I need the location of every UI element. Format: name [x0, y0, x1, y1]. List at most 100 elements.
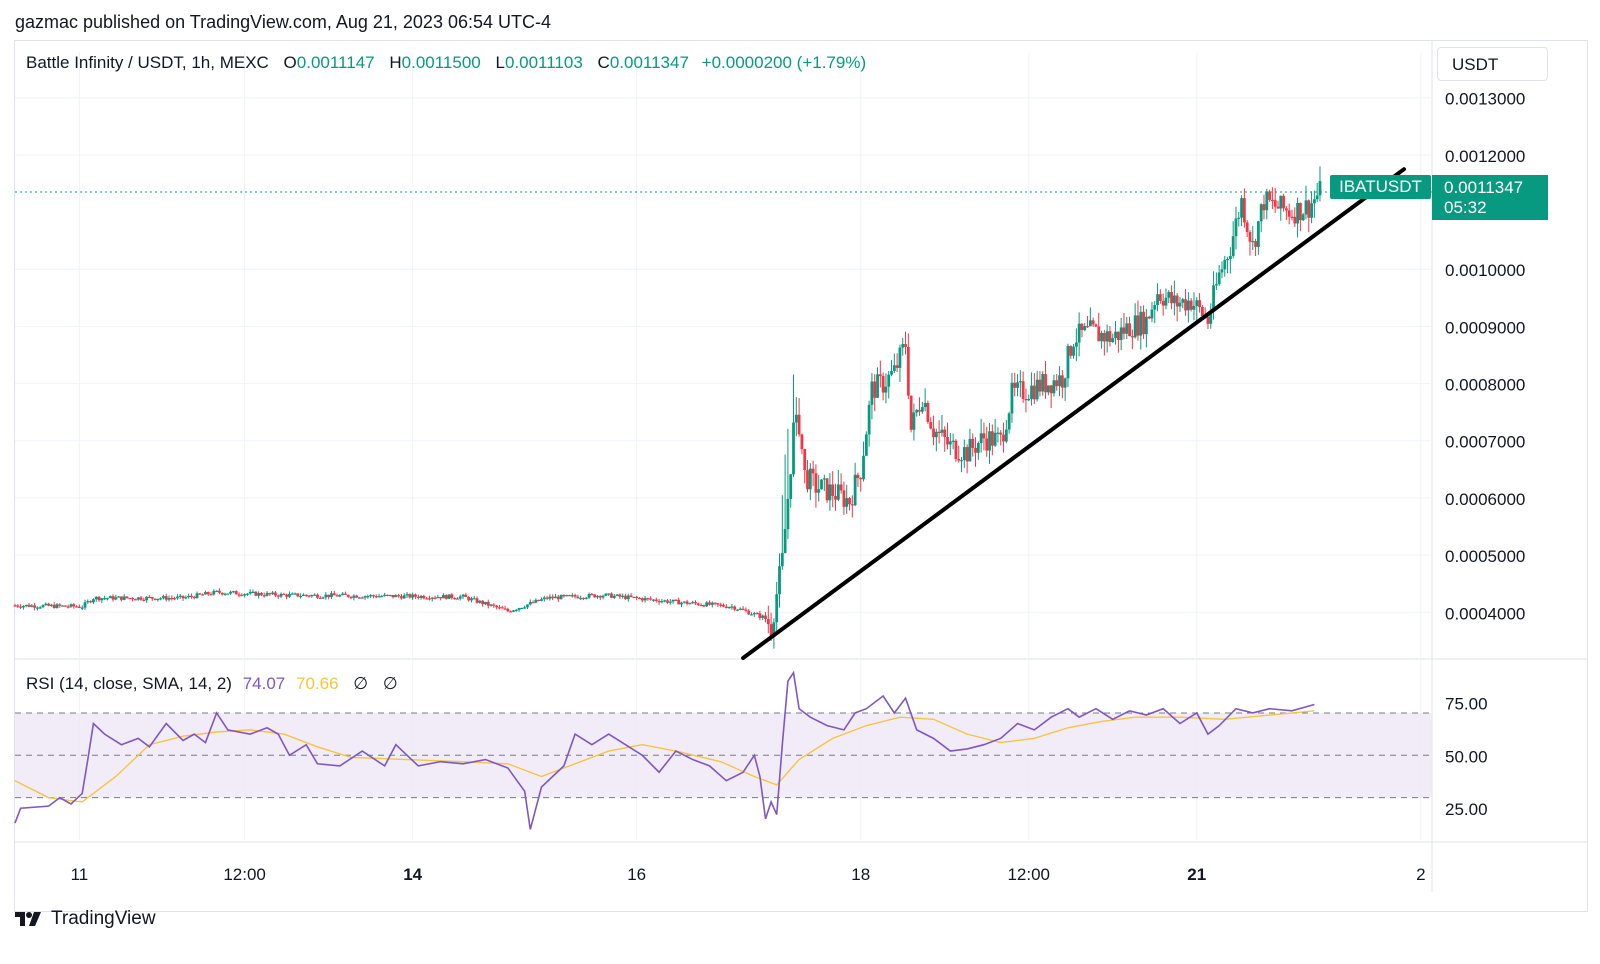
candle-body — [1153, 305, 1157, 310]
candle-body — [1097, 326, 1101, 342]
candle-body — [694, 602, 697, 604]
candle-body — [845, 498, 849, 507]
candle-body — [652, 599, 655, 601]
candle-body — [223, 593, 227, 595]
candle-body — [260, 593, 263, 596]
candle-body — [226, 593, 230, 595]
candle-body — [1304, 200, 1308, 215]
candle-body — [741, 608, 745, 610]
candle-body — [55, 604, 59, 608]
candle-body — [313, 594, 317, 596]
candle-body — [786, 498, 790, 530]
candle-body — [145, 596, 149, 601]
candle-body — [1206, 316, 1210, 324]
candle-body — [957, 459, 961, 461]
candle-body — [674, 599, 678, 601]
candle-body — [643, 598, 647, 601]
candle-body — [1018, 381, 1022, 383]
symbol-title[interactable]: Battle Infinity / USDT, 1h, MEXC — [26, 53, 269, 72]
candle-body — [789, 474, 793, 499]
candle-body — [422, 596, 426, 599]
candle-body — [892, 365, 896, 371]
candle-body — [901, 344, 905, 348]
candle-body — [1270, 199, 1274, 202]
candle-body — [601, 595, 605, 598]
price-tick-label: 0.0006000 — [1445, 490, 1525, 509]
candle-body — [1024, 399, 1028, 401]
candle-body — [500, 607, 504, 609]
candle-body — [761, 615, 765, 618]
candle-body — [1007, 413, 1011, 430]
candle-body — [755, 613, 759, 615]
tradingview-logo[interactable]: TradingView — [15, 908, 156, 930]
candle-body — [1200, 307, 1204, 317]
candle-body — [464, 594, 468, 597]
candle-body — [811, 468, 815, 474]
trendline[interactable] — [741, 167, 1406, 660]
candle-body — [156, 598, 160, 601]
candle-body — [61, 605, 65, 607]
candle-body — [912, 412, 916, 430]
candle-body — [923, 403, 927, 408]
candle-body — [736, 609, 739, 611]
candle-body — [136, 597, 140, 600]
candle-body — [985, 438, 989, 451]
candle-body — [1184, 299, 1187, 311]
candle-body — [1212, 285, 1215, 312]
rsi-title[interactable]: RSI (14, close, SMA, 14, 2) — [26, 674, 232, 693]
rsi-legend: RSI (14, close, SMA, 14, 2) 74.07 70.66 … — [26, 674, 398, 694]
candle-body — [498, 607, 501, 609]
candle-body — [125, 596, 129, 598]
candle-body — [66, 606, 70, 608]
candle-body — [78, 606, 81, 608]
candle-body — [531, 602, 535, 604]
candle-body — [108, 596, 112, 599]
candle-body — [996, 432, 1000, 434]
candle-body — [1192, 306, 1196, 310]
candle-body — [982, 433, 986, 439]
price-tick-label: 0.0010000 — [1445, 261, 1525, 280]
candle-body — [1279, 195, 1283, 209]
candle-body — [747, 610, 751, 615]
time-tick-label: 11 — [71, 865, 89, 884]
open-value: 0.0011147 — [296, 53, 375, 72]
candle-body — [1298, 202, 1302, 221]
candle-body — [848, 498, 851, 505]
candle-body — [1175, 295, 1179, 307]
candle-body — [526, 604, 529, 608]
candle-body — [873, 381, 877, 398]
publisher-line: gazmac published on TradingView.com, Aug… — [15, 12, 552, 32]
candle-body — [120, 596, 123, 600]
candle-body — [22, 605, 25, 608]
candle-body — [1245, 222, 1249, 233]
candle-body — [276, 595, 280, 597]
candle-body — [1069, 346, 1073, 356]
candle-body — [1002, 434, 1005, 442]
candle-body — [100, 598, 104, 601]
candle-body — [1178, 302, 1182, 307]
candle-body — [495, 605, 499, 608]
candle-body — [1228, 255, 1232, 259]
candle-body — [1102, 332, 1106, 342]
candle-body — [248, 591, 252, 594]
candle-body — [142, 599, 146, 601]
candle-body — [635, 596, 639, 599]
candle-body — [394, 595, 398, 598]
candle-body — [299, 595, 303, 598]
candle-body — [377, 596, 381, 598]
candle-body — [730, 606, 734, 608]
candle-body — [803, 449, 807, 471]
candle-body — [1032, 385, 1036, 400]
candle-body — [1284, 208, 1288, 211]
candle-body — [262, 595, 266, 597]
currency-button[interactable]: USDT — [1437, 47, 1548, 81]
candle-body — [682, 601, 686, 603]
time-tick-label: 16 — [627, 865, 646, 884]
candle-body — [285, 594, 289, 597]
candle-body — [685, 601, 689, 604]
candle-body — [663, 600, 667, 602]
candle-body — [44, 603, 48, 606]
candle-body — [456, 598, 459, 600]
candle-body — [503, 608, 507, 610]
